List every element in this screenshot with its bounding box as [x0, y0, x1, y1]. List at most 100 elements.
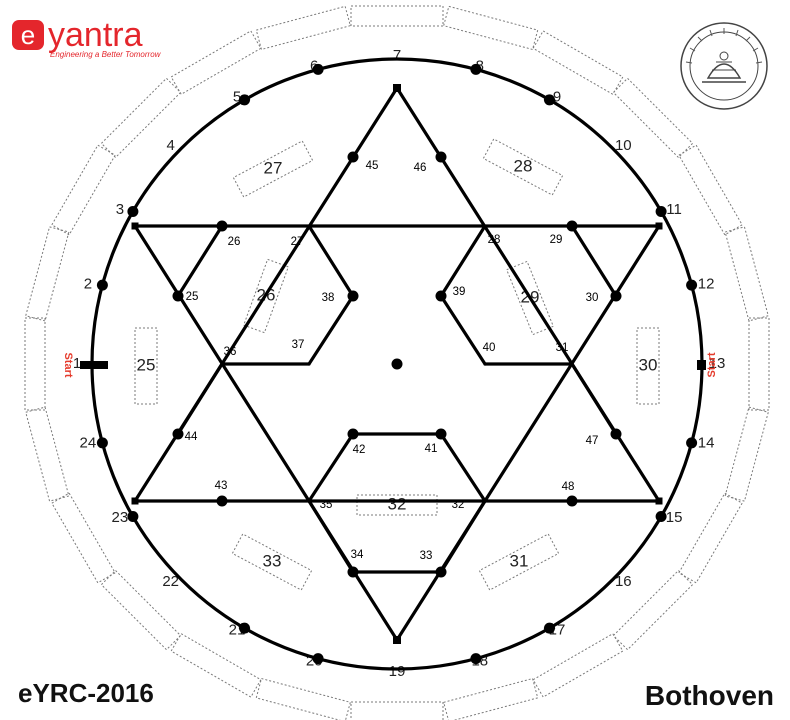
track-node — [172, 290, 184, 302]
track-markers — [80, 84, 706, 644]
node-label-26: 26 — [228, 236, 241, 248]
track-node — [610, 290, 622, 302]
outer-slot-13 — [748, 317, 770, 411]
outer-slot-19 — [350, 701, 444, 720]
track-node — [347, 566, 359, 578]
ring-tick — [238, 94, 251, 105]
outer-slot-18 — [443, 677, 539, 720]
track-node — [435, 151, 447, 163]
track-edge — [439, 432, 487, 503]
ring-node — [686, 437, 698, 449]
track-node — [347, 428, 359, 440]
outer-slot-10 — [612, 77, 694, 159]
track-node — [172, 428, 184, 440]
node-label-47: 47 — [586, 435, 599, 447]
node-label-29: 29 — [550, 234, 563, 246]
junction-marker — [131, 222, 139, 230]
zone-label: 33 — [263, 551, 282, 570]
outer-slot-label: 23 — [112, 509, 129, 526]
track-edge — [570, 362, 618, 436]
ring-tick — [238, 623, 251, 634]
zone-label: 31 — [510, 551, 529, 570]
node-label-35: 35 — [320, 499, 333, 511]
node-label-44: 44 — [185, 431, 198, 443]
track-edge — [307, 499, 355, 574]
outer-slot-label: 16 — [615, 573, 632, 590]
svg-text:yantra: yantra — [48, 16, 143, 54]
node-label-45: 45 — [366, 160, 379, 172]
outer-slot-label: 13 — [709, 355, 726, 372]
junction-marker — [131, 497, 139, 505]
track-node — [435, 566, 447, 578]
outer-slot-label: 1 — [73, 355, 81, 372]
ring-node — [470, 653, 482, 665]
node-labels: 25 26 27 28 29 30 31 32 33 34 35 36 37 38 39 40 41 42 43 44… — [185, 160, 599, 562]
node-label-32: 32 — [452, 499, 465, 511]
track-node — [566, 495, 578, 507]
svg-text:Engineering a Better Tomorrow: Engineering a Better Tomorrow — [50, 50, 162, 59]
node-label-33: 33 — [420, 550, 433, 562]
outer-slot-label: 24 — [80, 435, 97, 452]
track-edge — [176, 224, 224, 298]
outer-slot-label: 19 — [389, 663, 406, 680]
outer-slot-label: 22 — [162, 573, 179, 590]
zone-label: 28 — [514, 156, 533, 175]
track-node — [610, 428, 622, 440]
outer-slot-17 — [532, 633, 624, 698]
start-marker-right — [697, 360, 706, 370]
ring-node — [127, 511, 139, 522]
node-label-38: 38 — [322, 292, 335, 304]
start-label-right: Start — [706, 352, 718, 377]
ring-node — [96, 437, 108, 449]
track-edge — [439, 224, 487, 298]
track-node — [216, 495, 228, 507]
node-label-30: 30 — [586, 292, 599, 304]
junction-marker — [655, 222, 663, 230]
zone-boxes: 25 26 27 28 29 30 31 32 33 — [134, 138, 660, 591]
track-edge — [176, 362, 224, 436]
node-label-27: 27 — [291, 236, 304, 248]
node-label-31: 31 — [556, 342, 569, 354]
outer-slot-label: 9 — [553, 88, 561, 105]
node-label-37: 37 — [292, 339, 305, 351]
outer-slot-14 — [724, 406, 769, 502]
zone-label: 32 — [388, 494, 407, 513]
zone-31 — [478, 533, 560, 591]
outer-slot-15 — [678, 492, 743, 584]
node-label-36: 36 — [224, 346, 237, 358]
zone-label: 27 — [264, 158, 283, 177]
zone-25 — [134, 327, 158, 405]
outer-slot-20 — [255, 677, 351, 720]
ring-node — [655, 206, 667, 217]
outer-slot-label: 10 — [615, 137, 632, 154]
track-node — [566, 220, 578, 232]
ring-node — [312, 63, 324, 75]
zone-label: 30 — [639, 355, 658, 374]
outer-slot-12 — [724, 226, 769, 322]
outer-slot-11 — [678, 144, 743, 236]
track-nodes — [96, 63, 698, 665]
footer-theme-title: Bothoven — [644, 680, 774, 711]
outer-slot-1 — [24, 317, 46, 411]
node-label-43: 43 — [215, 480, 228, 492]
outer-slot-23 — [51, 492, 116, 584]
ring-tick — [543, 623, 556, 634]
outer-slot-7 — [350, 5, 444, 27]
outer-slot-24 — [25, 406, 70, 502]
outer-slot-3 — [51, 144, 116, 236]
zone-33 — [231, 533, 313, 591]
outer-slot-label: 2 — [84, 275, 92, 292]
svg-text:e: e — [21, 20, 35, 50]
outer-slot-label: 5 — [233, 88, 241, 105]
track-edge — [307, 294, 355, 366]
ring-node — [655, 511, 667, 522]
ring-tick — [543, 94, 556, 105]
junction-marker — [393, 636, 401, 644]
zone-26 — [243, 258, 289, 334]
node-label-42: 42 — [353, 444, 366, 456]
outer-slot-label: 4 — [167, 137, 175, 154]
node-label-39: 39 — [453, 286, 466, 298]
ring-node — [96, 279, 108, 291]
node-label-41: 41 — [425, 443, 438, 455]
